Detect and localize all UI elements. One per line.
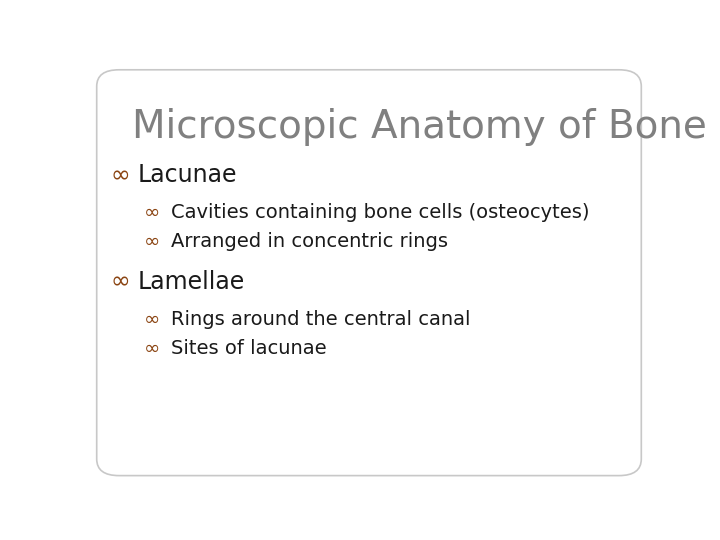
Text: ∞: ∞	[144, 232, 161, 251]
Text: Microscopic Anatomy of Bone: Microscopic Anatomy of Bone	[132, 109, 707, 146]
FancyBboxPatch shape	[96, 70, 642, 476]
Text: Sites of lacunae: Sites of lacunae	[171, 339, 327, 358]
Text: ∞: ∞	[144, 203, 161, 222]
Text: ∞: ∞	[144, 310, 161, 329]
Text: Lamellae: Lamellae	[138, 270, 245, 294]
Text: Cavities containing bone cells (osteocytes): Cavities containing bone cells (osteocyt…	[171, 203, 590, 222]
Text: Rings around the central canal: Rings around the central canal	[171, 310, 470, 329]
Text: Arranged in concentric rings: Arranged in concentric rings	[171, 232, 448, 251]
Text: ∞: ∞	[111, 270, 130, 294]
Text: ∞: ∞	[144, 339, 161, 358]
Text: ∞: ∞	[111, 163, 130, 187]
Text: Lacunae: Lacunae	[138, 163, 237, 187]
